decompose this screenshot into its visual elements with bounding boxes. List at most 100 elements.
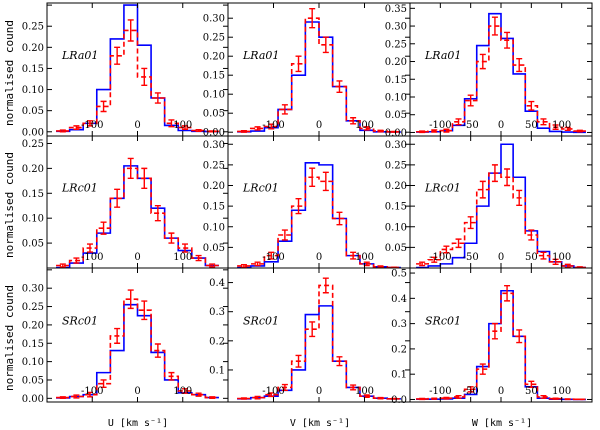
error-bar-SRc01-V-1 xyxy=(254,395,261,400)
y-tick-label-LRc01-W-0.1: 0.10 xyxy=(385,222,407,233)
x-tick-label-LRa01-U-100: 100 xyxy=(173,120,192,131)
error-bar-LRc01-V-8 xyxy=(350,251,357,260)
error-bar-SRc01-U-1 xyxy=(73,394,80,399)
x-tick-label-LRc01-W--100: -100 xyxy=(429,252,451,263)
x-tick-label-SRc01-U-100: 100 xyxy=(173,386,192,397)
error-bar-SRc01-W-4 xyxy=(467,386,474,393)
y-tick-label-LRa01-V-0.3: 0.30 xyxy=(203,14,225,25)
data-histogram-LRc01-U xyxy=(56,167,219,267)
y-tick-label-SRc01-U-0.15: 0.15 xyxy=(22,339,44,350)
error-bar-SRc01-V-6 xyxy=(322,277,329,294)
error-bar-LRc01-U-0 xyxy=(59,263,66,268)
error-bar-LRc01-W-0 xyxy=(419,261,426,267)
field-label-SRc01-W: SRc01 xyxy=(425,314,461,327)
y-tick-label-LRa01-U-0.2: 0.20 xyxy=(22,43,44,54)
error-bar-LRa01-V-0 xyxy=(240,129,247,133)
error-bar-SRc01-U-10 xyxy=(195,392,202,397)
y-tick-label-LRa01-V-0.15: 0.15 xyxy=(203,71,225,82)
y-tick-label-LRa01-V-0: 0.00 xyxy=(203,128,225,139)
field-label-LRa01-U: LRa01 xyxy=(61,49,98,62)
error-bar-SRc01-V-11 xyxy=(391,397,398,400)
x-tick-label-LRa01-W--50: -50 xyxy=(463,120,479,131)
y-tick-label-LRc01-U-0.15: 0.15 xyxy=(22,189,44,200)
y-tick-label-LRc01-W-0.25: 0.25 xyxy=(385,160,407,171)
x-tick-label-LRa01-W--100: -100 xyxy=(429,120,451,131)
panel-LRa01-V: -100 0 100 0.00 0.05 0.10 0.15 0.20 0.25 0.30 LRa0… xyxy=(203,2,411,139)
field-label-LRc01-U: LRc01 xyxy=(61,181,98,194)
error-bar-LRa01-V-3 xyxy=(281,104,288,115)
y-tick-label-SRc01-V-0.2: 0.2 xyxy=(209,336,225,347)
error-bar-LRa01-V-5 xyxy=(309,7,316,29)
data-histogram-LRa01-U xyxy=(56,29,219,133)
error-bar-LRa01-W-11 xyxy=(552,124,559,130)
x-axis-label-v: V [km s⁻¹] xyxy=(290,418,350,429)
error-bar-LRc01-V-1 xyxy=(254,261,261,267)
error-bar-LRc01-V-6 xyxy=(322,171,329,192)
field-label-SRc01-V: SRc01 xyxy=(243,314,279,327)
error-bar-LRa01-V-10 xyxy=(377,129,384,133)
y-tick-label-LRa01-U-0: 0.00 xyxy=(22,127,44,138)
error-bar-LRa01-U-3 xyxy=(100,100,107,113)
error-bar-LRa01-U-0 xyxy=(59,129,66,133)
error-bar-SRc01-W-2 xyxy=(443,396,450,400)
y-tick-label-SRc01-U-0.3: 0.30 xyxy=(22,284,44,295)
error-bar-LRa01-V-8 xyxy=(350,117,357,125)
error-bar-SRc01-W-1 xyxy=(431,397,438,400)
x-tick-label-SRc01-U--100: -100 xyxy=(81,386,103,397)
y-tick-label-SRc01-W-0.1: 0.1 xyxy=(391,370,407,381)
y-tick-label-LRa01-U-0.25: 0.25 xyxy=(22,22,44,33)
panel-SRc01-U: -100 0 100 0.00 0.05 0.10 0.15 0.20 0.25 0.30 SRc0… xyxy=(22,267,229,405)
error-bar-LRc01-U-4 xyxy=(114,188,121,208)
field-label-LRc01-V: LRc01 xyxy=(242,181,279,194)
error-bar-LRc01-W-8 xyxy=(516,189,523,206)
field-label-LRa01-W: LRa01 xyxy=(424,49,461,62)
y-tick-label-LRc01-V-0.15: 0.15 xyxy=(203,202,225,213)
error-bar-LRa01-W-12 xyxy=(564,126,571,132)
y-tick-label-LRc01-U-0.2: 0.20 xyxy=(22,164,44,175)
error-bar-SRc01-W-3 xyxy=(455,394,462,399)
error-bar-LRa01-U-10 xyxy=(195,128,202,133)
y-tick-label-LRa01-U-0.1: 0.10 xyxy=(22,85,44,96)
y-tick-label-SRc01-W-0: 0.0 xyxy=(391,395,407,406)
error-bar-SRc01-W-5 xyxy=(479,363,486,375)
error-bar-LRc01-U-8 xyxy=(168,232,175,244)
x-axis-label-u: U [km s⁻¹] xyxy=(108,418,168,429)
data-histogram-SRc01-W xyxy=(416,292,586,401)
error-bar-LRc01-W-7 xyxy=(504,168,511,187)
error-bar-LRa01-W-4 xyxy=(467,94,474,107)
error-bar-SRc01-V-8 xyxy=(350,384,357,391)
x-tick-label-LRc01-V-100: 100 xyxy=(355,252,374,263)
error-bar-SRc01-U-5 xyxy=(127,289,134,310)
y-tick-label-SRc01-W-0.2: 0.2 xyxy=(391,344,407,355)
error-bar-LRa01-W-10 xyxy=(540,118,547,126)
y-tick-label-LRa01-W-0.35: 0.35 xyxy=(385,4,407,15)
error-bar-LRa01-W-6 xyxy=(491,16,498,36)
data-histogram-LRa01-V xyxy=(237,17,401,133)
error-bar-LRc01-V-5 xyxy=(309,167,316,188)
error-bar-SRc01-V-5 xyxy=(309,321,316,338)
y-tick-label-LRc01-V-0.1: 0.10 xyxy=(203,222,225,233)
error-bar-SRc01-U-9 xyxy=(182,388,189,394)
error-bar-LRc01-W-2 xyxy=(443,245,450,254)
error-bar-SRc01-U-7 xyxy=(154,343,161,358)
error-bar-LRc01-U-1 xyxy=(73,257,80,264)
error-bar-SRc01-U-4 xyxy=(114,327,121,344)
error-bar-LRc01-W-9 xyxy=(528,229,535,241)
y-tick-label-LRa01-W-0: 0.00 xyxy=(385,128,407,139)
panel-LRc01-W: -100 -50 0 50 100 0.05 0.10 0.15 0.20 0.25 0.30 LRc… xyxy=(385,135,593,269)
error-bar-LRa01-V-2 xyxy=(268,123,275,130)
x-tick-label-LRa01-W-0: 0 xyxy=(498,120,504,131)
y-tick-label-LRc01-V-0.05: 0.05 xyxy=(203,243,225,254)
x-tick-label-SRc01-V-100: 100 xyxy=(355,386,374,397)
y-tick-label-LRa01-W-0.1: 0.10 xyxy=(385,92,407,103)
error-bar-LRc01-W-3 xyxy=(455,238,462,249)
panel-grid: -100 0 100 0.00 0.05 0.10 0.15 0.20 0.25 LRa01 -10… xyxy=(22,2,593,406)
y-tick-label-LRa01-V-0.05: 0.05 xyxy=(203,109,225,120)
y-tick-label-LRc01-V-0.3: 0.30 xyxy=(203,140,225,151)
y-tick-label-SRc01-W-0.5: 0.5 xyxy=(391,269,407,280)
error-bar-LRa01-W-0 xyxy=(419,130,426,134)
y-tick-label-SRc01-V-0.3: 0.3 xyxy=(209,307,225,318)
error-bar-LRa01-W-3 xyxy=(455,118,462,126)
error-bar-LRc01-U-2 xyxy=(86,243,93,253)
